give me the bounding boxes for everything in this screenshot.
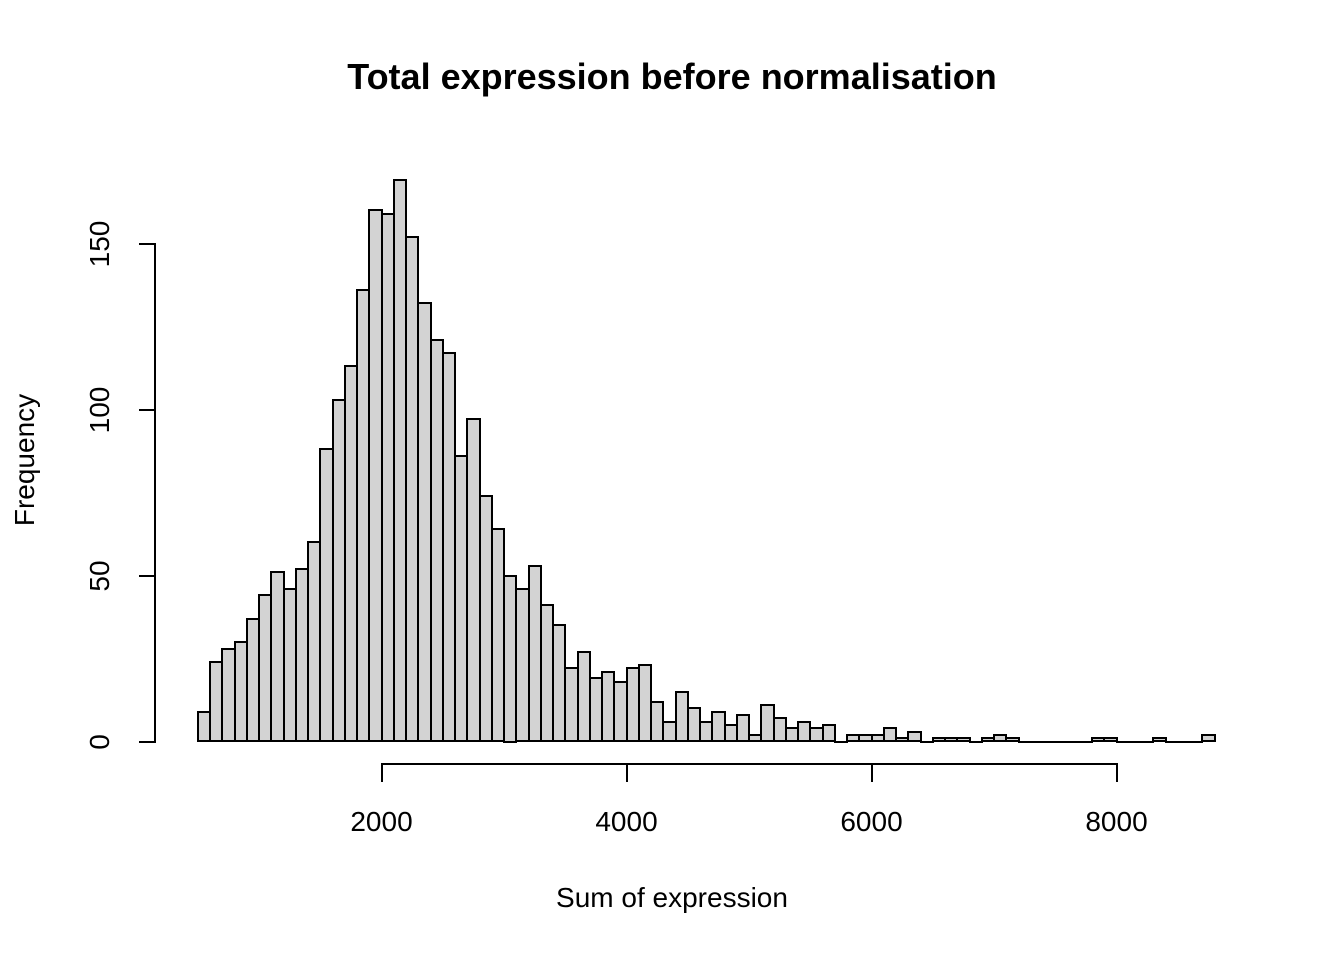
histogram-bar — [1066, 740, 1081, 743]
histogram-bar — [956, 737, 971, 743]
histogram-bar — [1029, 740, 1044, 743]
y-axis-line — [153, 242, 156, 743]
histogram-bar — [735, 713, 750, 743]
histogram-bar — [1140, 740, 1155, 743]
histogram-bar — [1078, 740, 1093, 743]
y-tick — [138, 408, 155, 411]
y-tick-label: 50 — [84, 559, 115, 592]
x-tick-label: 8000 — [1085, 806, 1148, 837]
x-axis-label: Sum of expression — [556, 882, 788, 913]
histogram-bar — [1115, 740, 1130, 743]
histogram-bar — [1017, 740, 1032, 743]
histogram-bar — [968, 740, 983, 743]
y-tick — [138, 242, 155, 245]
x-axis-line — [380, 763, 1118, 765]
histogram-bar — [1042, 740, 1057, 743]
histogram-bar — [1201, 733, 1216, 743]
histogram-bar — [1189, 740, 1204, 743]
histogram-bar — [821, 723, 836, 743]
x-tick-label: 4000 — [595, 806, 658, 837]
x-tick — [380, 764, 383, 782]
histogram-bar — [919, 740, 934, 743]
histogram-bar — [1127, 740, 1142, 743]
histogram-bar — [1176, 740, 1191, 743]
x-tick — [625, 764, 628, 782]
y-tick — [138, 740, 155, 743]
x-tick — [870, 764, 873, 782]
histogram-bar — [1103, 737, 1118, 743]
histogram-bar — [1164, 740, 1179, 743]
histogram-bar — [1054, 740, 1069, 743]
histogram-bar — [1152, 737, 1167, 743]
x-tick-label: 2000 — [350, 806, 413, 837]
histogram-bar — [907, 730, 922, 743]
y-tick-label: 0 — [84, 733, 115, 750]
histogram-bar — [882, 727, 897, 743]
histogram-bar — [833, 740, 848, 743]
y-tick — [138, 574, 155, 577]
y-axis-label: Frequency — [9, 393, 40, 527]
y-tick-label: 100 — [84, 386, 115, 433]
x-tick — [1115, 764, 1118, 782]
histogram-bar — [1005, 737, 1020, 743]
y-tick-label: 150 — [84, 220, 115, 267]
chart-title: Total expression before normalisation — [347, 56, 997, 97]
x-tick-label: 6000 — [840, 806, 903, 837]
